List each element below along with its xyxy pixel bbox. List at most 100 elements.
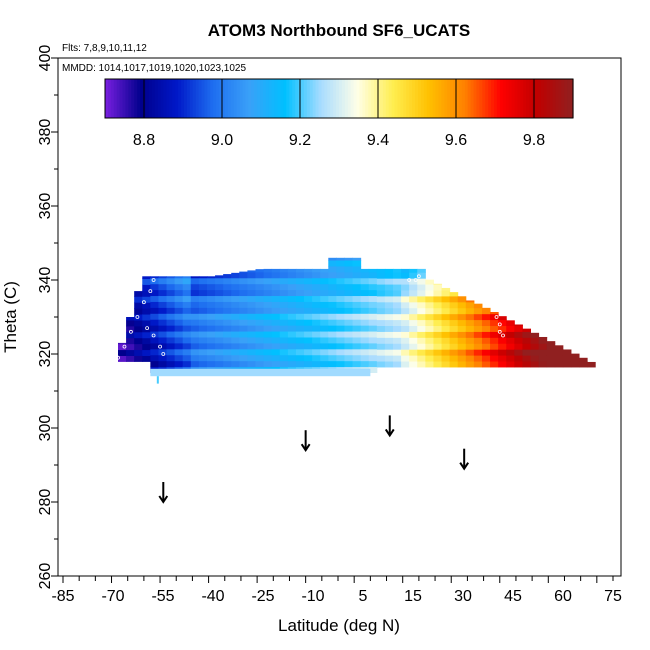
down-arrow-icon [158, 482, 169, 504]
sample-point [151, 333, 156, 338]
heatmap-cell [393, 284, 402, 291]
heatmap-cell [271, 336, 281, 344]
heatmap-cell [215, 342, 224, 350]
colorbar-segment [222, 79, 226, 118]
heatmap-cell [368, 354, 378, 362]
colorbar-segment [502, 79, 507, 118]
heatmap-cell [166, 319, 176, 326]
heatmap-cell [344, 271, 354, 279]
heatmap-cell [247, 331, 256, 338]
heatmap-cell [206, 319, 216, 326]
heatmap-cell [198, 336, 208, 344]
heatmap-cell [425, 349, 434, 356]
heatmap-cell [384, 289, 394, 297]
heatmap-cell [118, 355, 127, 362]
colorbar-segment [330, 79, 334, 118]
colorbar-segment [552, 79, 557, 118]
heatmap-cell [223, 354, 232, 362]
colorbar-segment [347, 79, 352, 118]
heatmap-cell [498, 349, 507, 356]
heatmap-cell [223, 283, 232, 291]
x-tick-label: -10 [301, 588, 324, 605]
heatmap-cell [142, 278, 151, 285]
heatmap-cell [384, 284, 394, 291]
heatmap-cell [263, 331, 273, 338]
heatmap-cell [393, 313, 402, 321]
colorbar-segment [406, 79, 410, 118]
heatmap-cell [554, 345, 564, 350]
heatmap-cell [498, 361, 507, 368]
colorbar-segment [356, 79, 361, 118]
colorbar-segment [397, 79, 402, 118]
heatmap-cell [190, 313, 200, 320]
colorbar-segment [494, 79, 498, 118]
heatmap-cell [231, 295, 240, 302]
heatmap-cell [336, 289, 345, 297]
colorbar: 8.8 9.0 9.2 9.4 9.6 9.8 [104, 78, 574, 149]
heatmap-cell [239, 307, 248, 314]
heatmap-cell [158, 325, 168, 332]
dates-label: MMDD: 1014,1017,1019,1020,1023,1025 [62, 63, 246, 74]
heatmap-cell [295, 319, 305, 326]
heatmap-cell [166, 313, 176, 320]
heatmap-cell [247, 319, 256, 326]
heatmap-cell [409, 313, 418, 321]
heatmap-cell [158, 360, 168, 368]
heatmap-cell [457, 325, 467, 332]
heatmap-cell [215, 336, 224, 344]
heatmap-cell [223, 331, 232, 338]
heatmap-cell [247, 301, 256, 308]
colorbar-segment [508, 79, 513, 118]
heatmap-cell [506, 355, 515, 362]
heatmap-cell [546, 355, 556, 362]
colorbar-segment [289, 79, 293, 118]
heatmap-cell [215, 301, 224, 308]
heatmap-cell [368, 277, 378, 285]
heatmap-cell [287, 336, 297, 344]
colorbar-segment [113, 79, 118, 118]
colorbar-segment [233, 79, 238, 118]
heatmap-cell [271, 289, 281, 297]
heatmap-cell [417, 331, 426, 338]
heatmap-cell [360, 277, 370, 285]
heatmap-cell [174, 313, 184, 320]
heatmap-cell [312, 289, 321, 297]
heatmap-cell [481, 325, 491, 332]
heatmap-cell [449, 307, 459, 315]
heatmap-cell [490, 319, 499, 327]
heatmap-cell [328, 289, 337, 297]
heatmap-cell [376, 361, 386, 368]
heatmap-cell [158, 295, 168, 302]
heatmap-cell [457, 343, 467, 350]
heatmap-cell [304, 354, 313, 362]
heatmap-cell [295, 354, 305, 362]
heatmap-cell [401, 343, 410, 350]
heatmap-cell [190, 331, 200, 338]
heatmap-cell [134, 331, 143, 339]
heatmap-cell [457, 307, 467, 315]
heatmap-cell [441, 325, 451, 332]
colorbar-segment [543, 79, 548, 118]
colorbar-segment [458, 79, 463, 118]
heatmap-cell [441, 307, 451, 315]
heatmap-cell [481, 319, 491, 327]
colorbar-segment [175, 79, 179, 118]
heatmap-cell [360, 354, 370, 362]
heatmap-cell [393, 272, 402, 279]
heatmap-cell [287, 313, 297, 320]
colorbar-segment [107, 79, 112, 118]
heatmap-cell [579, 361, 588, 368]
heatmap-cell [336, 325, 345, 332]
heatmap-cell [304, 331, 313, 338]
heatmap-cell [360, 307, 370, 314]
colorbar-segment [219, 79, 223, 118]
heatmap-cell [336, 295, 345, 302]
colorbar-segment [242, 79, 246, 118]
heatmap-cell [473, 355, 483, 362]
heatmap-cell [530, 355, 540, 362]
heatmap-cell [134, 302, 143, 309]
heatmap-cell [328, 271, 337, 279]
heatmap-cell [190, 360, 200, 368]
heatmap-cell [368, 342, 378, 350]
heatmap-cell [570, 361, 580, 368]
